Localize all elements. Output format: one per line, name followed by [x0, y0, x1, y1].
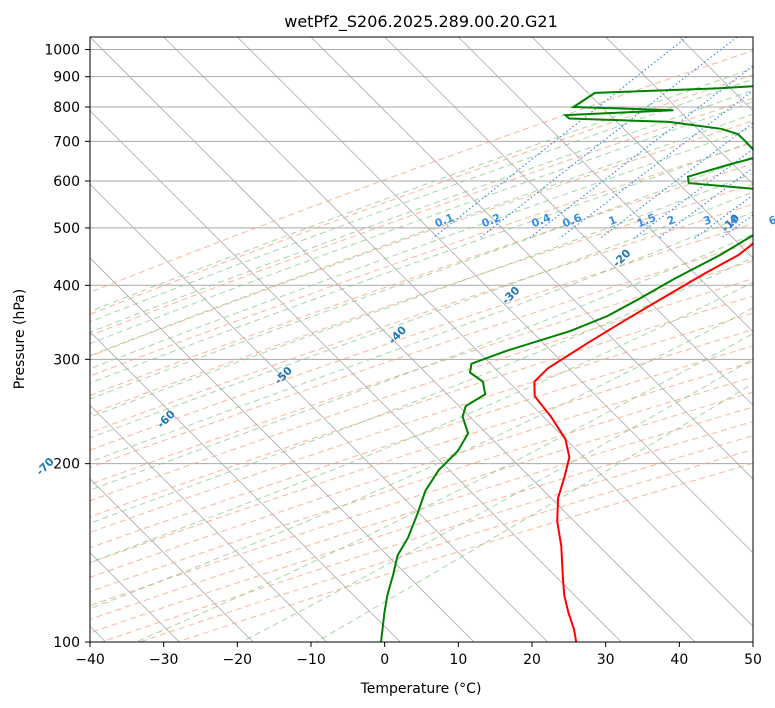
moist-adiabat	[90, 233, 753, 491]
plot-area	[90, 37, 753, 642]
y-tick-label: 700	[53, 134, 80, 150]
isotherm-line	[90, 183, 548, 642]
isotherm-line	[384, 37, 753, 406]
x-tick-label: −10	[296, 652, 326, 668]
y-tick-label: 600	[53, 174, 80, 190]
x-tick-label: −30	[149, 652, 179, 668]
moist-adiabat	[90, 140, 753, 384]
isotherm-line	[90, 37, 696, 642]
isotherm-line	[310, 37, 753, 480]
y-axis-label: Pressure (hPa)	[12, 289, 28, 389]
dry-adiabat	[90, 223, 753, 451]
moist-adiabat	[90, 211, 753, 463]
isotherm-line	[605, 37, 753, 185]
moist-adiabat	[135, 333, 753, 642]
mixing-ratio-label: 6	[767, 213, 775, 228]
x-axis-label: Temperature (°C)	[360, 681, 482, 697]
chart-title: wetPf2_S206.2025.289.00.20.G21	[284, 12, 558, 32]
dry-adiabat	[90, 260, 753, 485]
plot-frame	[89, 36, 754, 643]
isotherm-line	[90, 404, 327, 642]
moist-adiabat	[90, 126, 753, 370]
moist-adiabat	[90, 172, 753, 418]
dry-adiabat	[90, 183, 753, 415]
x-tick-label: −20	[223, 652, 253, 668]
y-tick-label: 400	[53, 278, 80, 294]
dry-adiabat	[90, 312, 753, 533]
isotherm-line	[90, 257, 475, 642]
moist-adiabat	[241, 358, 753, 642]
y-tick-label: 300	[53, 352, 80, 368]
y-tick-label: 900	[53, 70, 80, 86]
dry-adiabat	[90, 120, 753, 357]
y-tick-label: 100	[53, 635, 80, 651]
isotherm-line	[163, 37, 753, 627]
dry-adiabat	[90, 97, 753, 337]
moist-adiabat	[90, 89, 753, 333]
dry-adiabat	[90, 391, 753, 607]
y-tick-label: 500	[53, 221, 80, 237]
moist-adiabat	[90, 281, 753, 564]
moist-adiabat	[315, 383, 753, 642]
y-tick-label: 200	[53, 457, 80, 473]
x-tick-label: 0	[380, 652, 389, 668]
dry-adiabat	[90, 50, 753, 293]
dry-adiabat	[90, 142, 753, 377]
mixing-ratio-label: 2	[665, 213, 677, 228]
x-tick-label: 50	[744, 652, 762, 668]
mixing-ratio-line	[658, 167, 753, 239]
x-tick-label: 30	[597, 652, 615, 668]
moist-adiabat	[90, 257, 753, 524]
dry-adiabat	[90, 278, 753, 502]
mixing-ratio-line	[559, 89, 753, 239]
dewpoint-profile	[380, 85, 753, 642]
temperature-profile	[533, 242, 753, 642]
axes: −40 −30 −20 −10 0 10 20 30 40 50 100 200 300 400 500 60…	[44, 43, 762, 668]
isotherm-line	[90, 110, 622, 642]
x-tick-label: 20	[523, 652, 541, 668]
mixing-ratio-label: 1	[607, 213, 619, 228]
x-tick-label: 10	[449, 652, 467, 668]
dry-adiabat	[90, 329, 753, 549]
mixing-ratio-line	[478, 37, 738, 239]
dry-adiabat	[90, 74, 753, 315]
isotherm-line	[90, 331, 401, 642]
x-tick-label: −40	[75, 652, 105, 668]
y-tick-label: 800	[53, 100, 80, 116]
moist-adiabat	[90, 156, 753, 400]
isotherm-line	[458, 37, 753, 333]
isotherm-line	[531, 37, 753, 259]
y-tick-label: 1000	[44, 43, 80, 59]
dry-adiabat	[90, 163, 753, 396]
mixing-ratio-label: 3	[701, 213, 713, 228]
x-tick-label: 40	[670, 652, 688, 668]
moist-adiabat	[90, 113, 753, 357]
moist-adiabat	[90, 78, 753, 323]
moist-adiabat	[90, 67, 753, 313]
